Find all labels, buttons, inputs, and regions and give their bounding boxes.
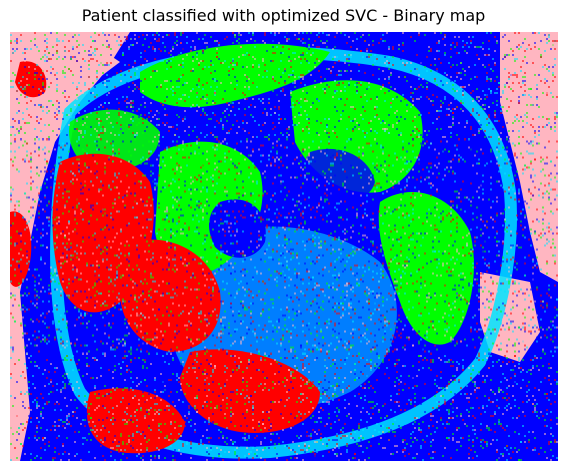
binary-classification-map: [10, 32, 558, 461]
speckle-noise-layer: [10, 32, 558, 461]
figure-title: Patient classified with optimized SVC - …: [81, 6, 486, 25]
